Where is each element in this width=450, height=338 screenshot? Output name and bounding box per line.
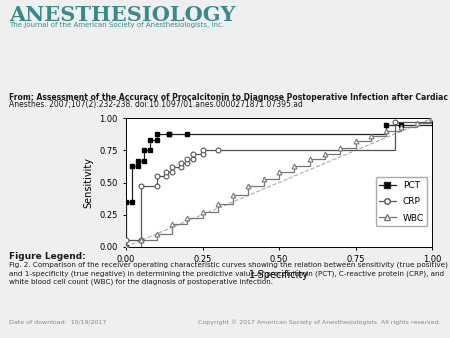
- Text: Anesthes. 2007;107(2):232-238. doi:10.1097/01.anes.0000271871.07395.ad: Anesthes. 2007;107(2):232-238. doi:10.10…: [9, 100, 303, 109]
- Text: The Journal of the American Society of Anesthesiologists, Inc.: The Journal of the American Society of A…: [9, 22, 224, 28]
- Y-axis label: Sensitivity: Sensitivity: [84, 157, 94, 208]
- Text: ANESTHESIOLOGY: ANESTHESIOLOGY: [9, 5, 235, 25]
- Text: Copyright © 2017 American Society of Anesthesiologists  All rights reserved.: Copyright © 2017 American Society of Ane…: [198, 319, 441, 325]
- Text: Date of download:  10/19/2017: Date of download: 10/19/2017: [9, 319, 106, 324]
- X-axis label: 1-Specificity: 1-Specificity: [249, 270, 309, 280]
- Text: Fig. 2. Comparison of the receiver operating characteristic curves showing the r: Fig. 2. Comparison of the receiver opera…: [9, 262, 448, 286]
- Legend: PCT, CRP, WBC: PCT, CRP, WBC: [376, 177, 428, 226]
- Text: Figure Legend:: Figure Legend:: [9, 252, 86, 261]
- Text: From: Assessment of the Accuracy of Procalcitonin to Diagnose Postoperative Infe: From: Assessment of the Accuracy of Proc…: [9, 93, 450, 102]
